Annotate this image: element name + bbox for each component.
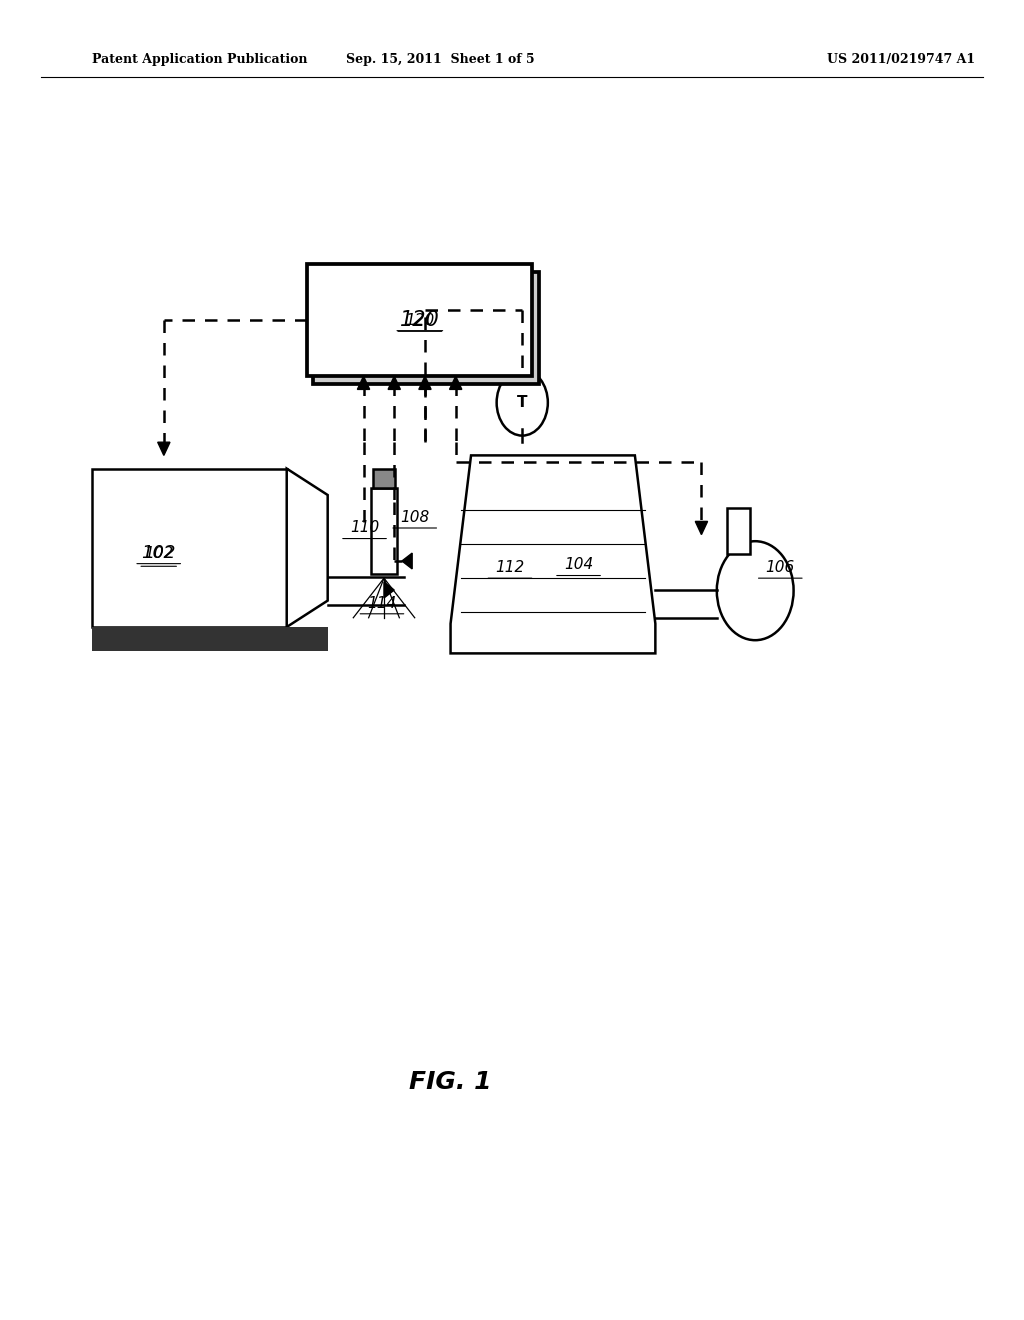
Text: 108: 108	[400, 510, 429, 525]
Text: Patent Application Publication: Patent Application Publication	[92, 53, 307, 66]
Text: Sep. 15, 2011  Sheet 1 of 5: Sep. 15, 2011 Sheet 1 of 5	[346, 53, 535, 66]
FancyBboxPatch shape	[92, 469, 287, 627]
Ellipse shape	[717, 541, 794, 640]
Polygon shape	[695, 521, 708, 535]
Text: FIG. 1: FIG. 1	[410, 1071, 492, 1094]
Polygon shape	[451, 455, 655, 653]
Text: T: T	[517, 395, 527, 411]
Polygon shape	[384, 582, 394, 598]
Text: 120: 120	[406, 313, 434, 329]
FancyBboxPatch shape	[313, 272, 539, 384]
Text: US 2011/0219747 A1: US 2011/0219747 A1	[827, 53, 975, 66]
Text: 102: 102	[144, 545, 173, 561]
FancyBboxPatch shape	[373, 469, 395, 488]
Polygon shape	[401, 553, 412, 569]
Text: 120: 120	[400, 310, 439, 330]
FancyBboxPatch shape	[371, 488, 397, 574]
Polygon shape	[158, 442, 170, 455]
FancyBboxPatch shape	[92, 627, 328, 651]
Polygon shape	[357, 376, 370, 389]
FancyBboxPatch shape	[307, 264, 532, 376]
Text: 110: 110	[350, 520, 379, 536]
Polygon shape	[388, 376, 400, 389]
Polygon shape	[287, 469, 328, 627]
Text: 114: 114	[368, 595, 396, 611]
Text: 104: 104	[564, 557, 593, 573]
Text: 106: 106	[766, 560, 795, 576]
Polygon shape	[419, 376, 431, 389]
FancyBboxPatch shape	[727, 508, 750, 554]
Text: 112: 112	[496, 560, 524, 576]
Polygon shape	[450, 376, 462, 389]
Text: 102: 102	[141, 544, 176, 562]
